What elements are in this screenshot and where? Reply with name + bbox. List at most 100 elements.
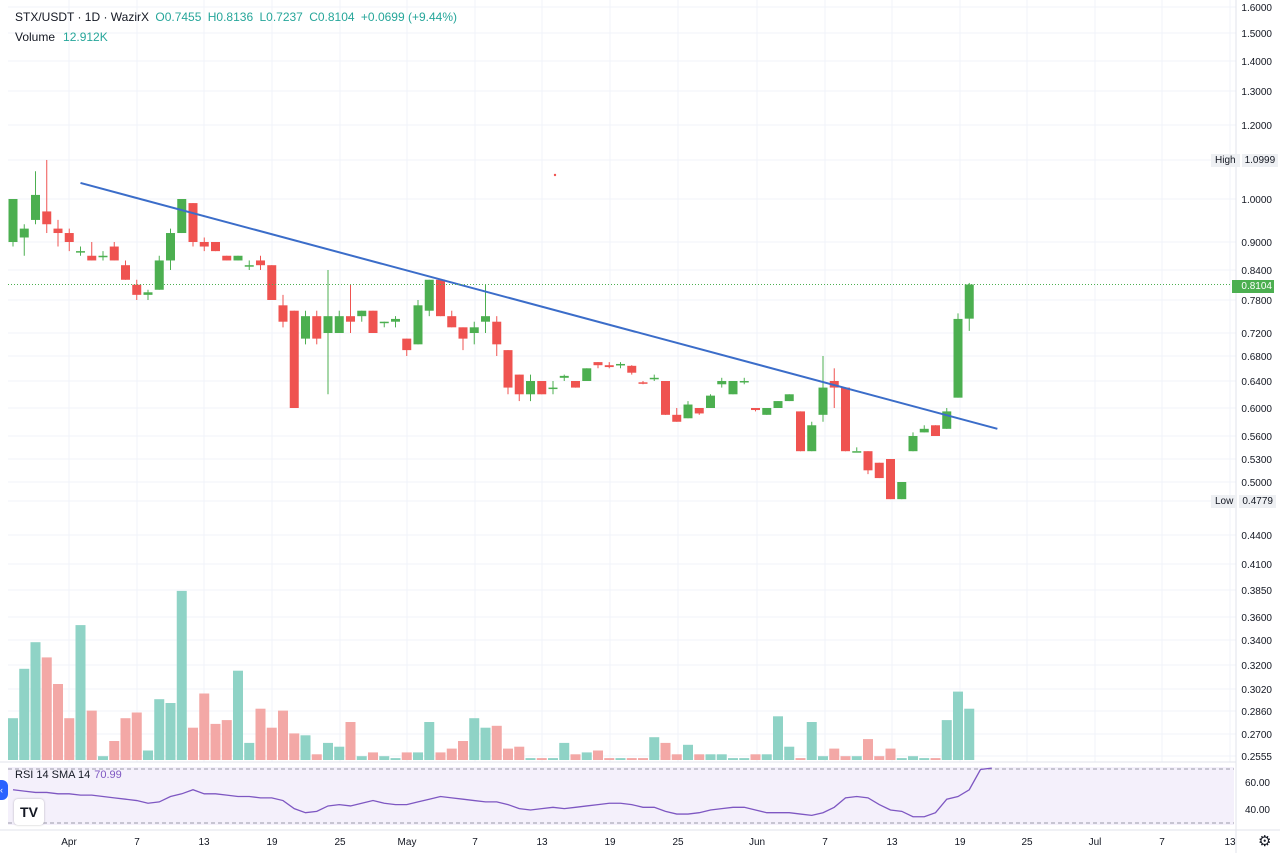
- volume-bar: [705, 754, 716, 760]
- candle-body: [121, 265, 130, 280]
- gear-icon[interactable]: ⚙: [1258, 833, 1272, 850]
- price-tick-label: 0.2700: [1241, 730, 1272, 741]
- candle-body: [897, 482, 907, 500]
- volume-bar: [480, 727, 491, 760]
- time-tick-label: Jun: [749, 837, 765, 848]
- candle-body: [87, 255, 97, 261]
- candle-body: [492, 321, 502, 345]
- candle-body: [694, 408, 704, 414]
- volume-bar: [424, 722, 435, 760]
- price-tick-label: 0.9000: [1241, 238, 1272, 249]
- volume-bar: [75, 625, 86, 760]
- volume-bar: [120, 718, 131, 760]
- candle-body: [751, 408, 760, 411]
- price-tick-label: 0.6800: [1241, 352, 1272, 363]
- volume-bar: [53, 684, 63, 760]
- tradingview-logo[interactable]: TV: [14, 799, 44, 825]
- candle-body: [919, 428, 929, 433]
- volume-bar: [863, 739, 873, 760]
- price-tick-label: 0.3020: [1241, 685, 1272, 696]
- collapse-panel-handle[interactable]: ‹: [0, 780, 8, 800]
- volume-bar: [761, 754, 772, 760]
- volume-bar: [469, 718, 480, 760]
- volume-bar: [255, 708, 266, 760]
- price-tick-label: 0.7800: [1241, 296, 1272, 307]
- candle-body: [481, 316, 490, 322]
- candle-body: [177, 199, 187, 234]
- price-tick-label: 0.8400: [1241, 266, 1272, 277]
- time-tick-label: 13: [1224, 837, 1236, 848]
- low-tag: Low: [1211, 495, 1238, 508]
- grid-lines: [8, 0, 1236, 762]
- price-tick-label: 1.4000: [1241, 57, 1272, 68]
- rsi-value: 70.99: [94, 769, 122, 781]
- candle-body: [728, 381, 738, 395]
- time-tick-label: 25: [334, 837, 346, 848]
- candle-body: [469, 327, 479, 333]
- candle-body: [143, 292, 153, 295]
- candle-body: [514, 374, 524, 395]
- candle-body: [289, 310, 299, 408]
- low-marker-value: 0.4779: [1239, 495, 1276, 508]
- candle-body: [199, 242, 209, 247]
- candle-body: [537, 381, 547, 395]
- candle-body: [852, 451, 862, 453]
- candle-body: [334, 316, 344, 333]
- time-axis[interactable]: Apr 7 13 19 25 May 7 13 19 25 Jun 7 13 19 25 Jul 7 13: [61, 837, 1236, 848]
- symbol-title[interactable]: STX/USDT · 1D · WazirX: [15, 10, 150, 24]
- candle-body: [323, 316, 333, 333]
- volume-bars: [8, 590, 975, 760]
- rsi-axis: 60.00 40.00: [1245, 778, 1270, 816]
- volume-bar: [458, 741, 468, 760]
- volume-bar: [885, 748, 896, 760]
- time-tick-label: 7: [822, 837, 828, 848]
- volume-bar: [143, 750, 153, 760]
- rsi-legend[interactable]: RSI 14 SMA 14 70.99: [15, 769, 122, 781]
- trend-line[interactable]: [80, 181, 998, 430]
- price-tick-label: 0.3850: [1241, 586, 1272, 597]
- candle-body: [863, 451, 873, 471]
- volume-bar: [694, 754, 705, 760]
- candle-body: [683, 404, 693, 419]
- price-tick-label: 1.5000: [1241, 29, 1272, 40]
- candle-body: [458, 327, 468, 339]
- low-marker: Low 0.4779: [1211, 495, 1276, 508]
- candle-body: [559, 375, 569, 378]
- volume-bar: [8, 718, 18, 760]
- volume-bar: [503, 748, 513, 760]
- volume-bar: [435, 752, 446, 760]
- volume-bar: [615, 758, 626, 760]
- candle-body: [436, 279, 445, 317]
- price-tick-label: 0.3200: [1241, 661, 1272, 672]
- price-axis[interactable]: 1.6000 1.5000 1.4000 1.3000 1.2000 1.0000 0.90…: [1241, 3, 1272, 763]
- candle-body: [256, 260, 265, 266]
- price-candles: [8, 159, 974, 500]
- volume-bar: [390, 758, 401, 760]
- volume-bar: [840, 756, 851, 760]
- volume-bar: [525, 758, 536, 760]
- candle-body: [526, 381, 535, 395]
- volume-bar: [581, 752, 592, 760]
- volume-bar: [401, 752, 412, 760]
- time-tick-label: 25: [672, 837, 684, 848]
- volume-bar: [604, 758, 615, 760]
- change-value: +0.0699 (+9.44%): [360, 10, 457, 24]
- volume-bar: [750, 754, 761, 760]
- candle-body: [931, 425, 940, 436]
- volume-bar: [131, 712, 142, 760]
- volume-bar: [311, 754, 322, 760]
- volume-bar: [345, 722, 356, 760]
- time-tick-label: Apr: [61, 837, 77, 848]
- volume-label[interactable]: Volume: [15, 30, 56, 44]
- time-tick-label: 19: [266, 837, 278, 848]
- volume-bar: [98, 756, 108, 760]
- open-value: O0.7455: [155, 10, 202, 24]
- candle-body: [548, 387, 558, 390]
- candle-body: [379, 321, 389, 324]
- time-tick-label: 13: [886, 837, 898, 848]
- candle-body: [807, 425, 817, 452]
- candle-body: [661, 381, 670, 415]
- volume-bar: [19, 668, 30, 760]
- volume-bar: [739, 758, 750, 760]
